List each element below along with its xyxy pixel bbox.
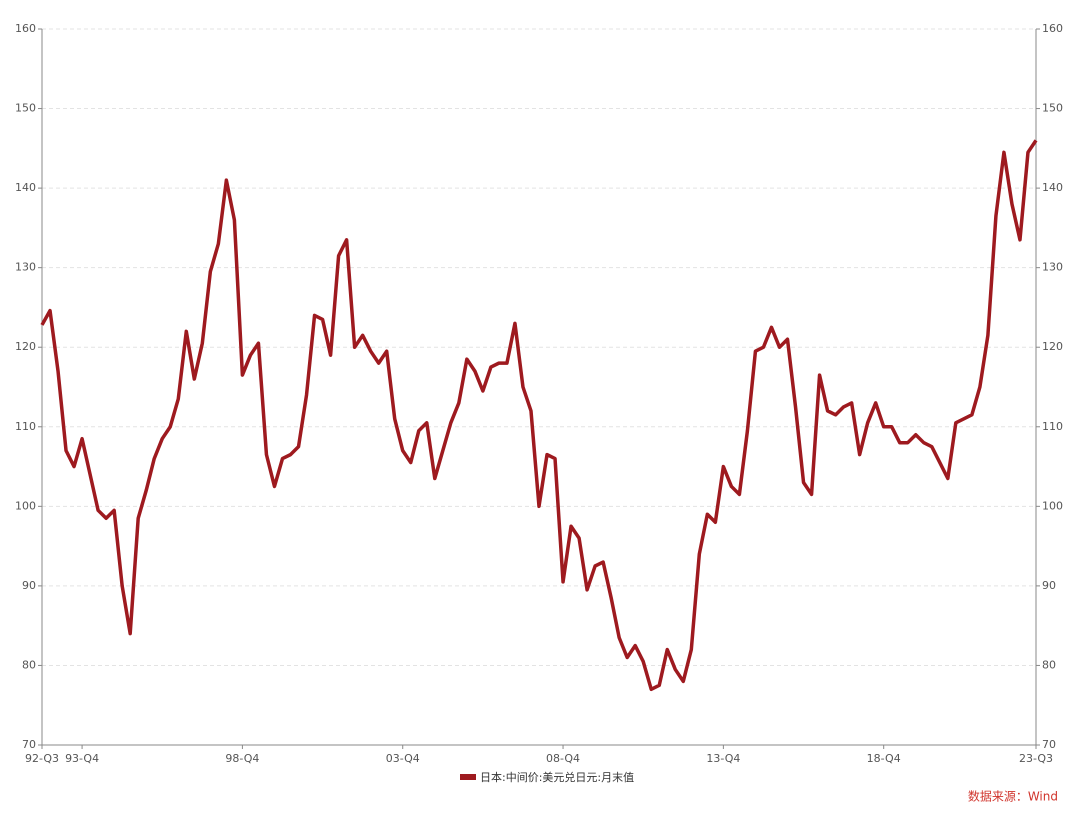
legend-label: 日本:中间价:美元兑日元:月末值 [480, 770, 634, 784]
y-tick-label: 70 [22, 738, 36, 751]
x-tick-label: 13-Q4 [706, 752, 740, 765]
y2-tick-label: 80 [1042, 658, 1056, 671]
y2-tick-label: 90 [1042, 579, 1056, 592]
y2-tick-label: 140 [1042, 181, 1063, 194]
line-series [40, 139, 1038, 692]
y2-tick-label: 160 [1042, 22, 1063, 35]
y-tick-label: 100 [15, 499, 36, 512]
y2-tick-label: 120 [1042, 340, 1063, 353]
y2-tick-label: 130 [1042, 261, 1063, 274]
y-tick-label: 120 [15, 340, 36, 353]
x-tick-label: 92-Q3 [25, 752, 59, 765]
x-tick-label: 98-Q4 [225, 752, 259, 765]
x-tick-label: 03-Q4 [386, 752, 420, 765]
y-tick-label: 130 [15, 261, 36, 274]
y2-tick-label: 100 [1042, 499, 1063, 512]
y-tick-label: 80 [22, 658, 36, 671]
y2-tick-label: 70 [1042, 738, 1056, 751]
y-tick-label: 90 [22, 579, 36, 592]
x-tick-label: 08-Q4 [546, 752, 580, 765]
y2-tick-label: 150 [1042, 102, 1063, 115]
y-tick-label: 140 [15, 181, 36, 194]
y-tick-label: 160 [15, 22, 36, 35]
y-tick-label: 150 [15, 102, 36, 115]
x-tick-label: 18-Q4 [867, 752, 901, 765]
x-tick-label: 93-Q4 [65, 752, 99, 765]
source-note: 数据来源：Wind [968, 789, 1058, 804]
legend-swatch [460, 774, 476, 780]
x-tick-label: 23-Q3 [1019, 752, 1053, 765]
y-tick-label: 110 [15, 420, 36, 433]
y2-tick-label: 110 [1042, 420, 1063, 433]
